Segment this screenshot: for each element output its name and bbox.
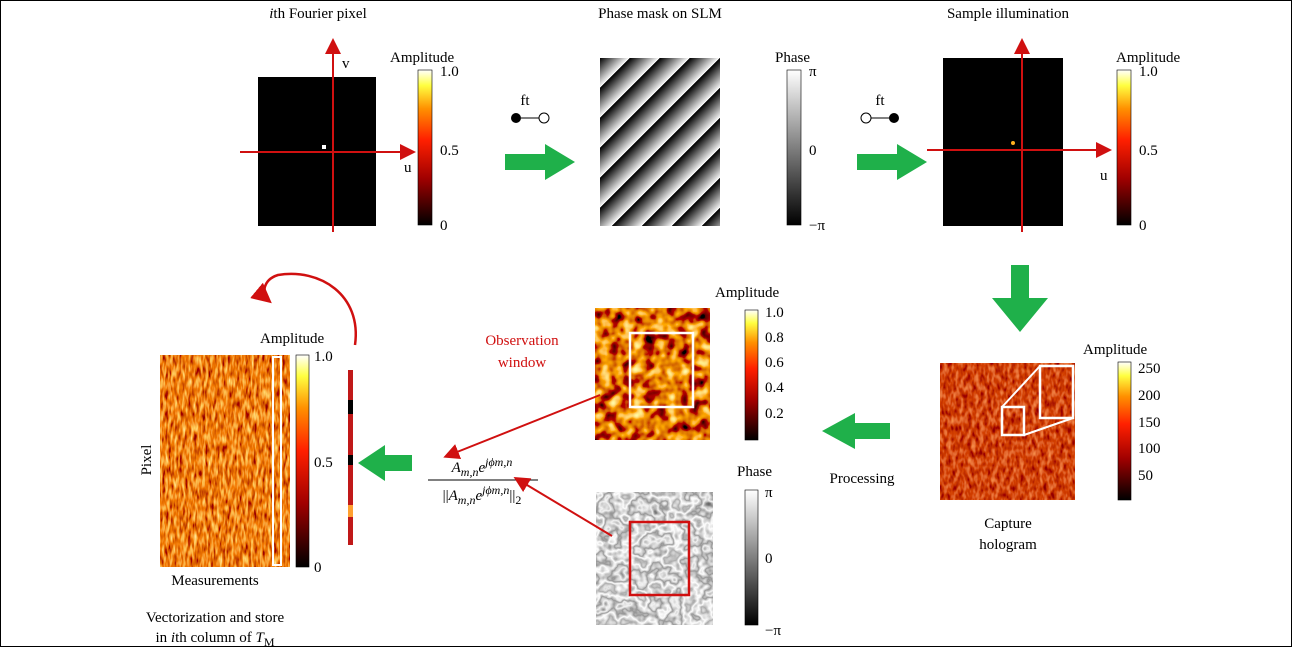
colorbar-tick: 0.2 (765, 406, 784, 422)
colorbar-tick: 0.6 (765, 355, 784, 371)
panel-title: Sample illumination (947, 6, 1070, 22)
window-label: Observation (485, 333, 559, 349)
colorbar-tick: 0.4 (765, 380, 784, 396)
colorbar-tick: π (809, 64, 817, 80)
axis-label: v (342, 56, 350, 72)
axis-label: Pixel (139, 445, 155, 476)
text-part: in (155, 630, 170, 646)
caption: Vectorization and store (146, 610, 285, 626)
text-part: th column of (175, 630, 255, 646)
ft-arrow: ft (505, 93, 575, 180)
image (596, 492, 713, 625)
colorbar-label: Amplitude (260, 331, 325, 347)
pixel (322, 145, 326, 149)
colorbar-tick: 0.8 (765, 330, 784, 346)
colorbar (1117, 70, 1131, 225)
colorbar-tick: 200 (1138, 388, 1161, 404)
colorbar-tick: 1.0 (765, 305, 784, 321)
left-arrow (822, 413, 890, 449)
panel-title: ith Fourier pixel (269, 6, 367, 22)
down-arrow (992, 265, 1048, 332)
hologram-panel: Amplitude 250 200 150 100 50 Capture hol… (940, 342, 1161, 553)
colorbar-label: Phase (775, 50, 810, 66)
arrow-label: ft (520, 93, 530, 109)
title-part: th Fourier pixel (273, 6, 366, 22)
colorbar (296, 355, 309, 567)
colorbar (745, 490, 758, 625)
colorbar (418, 70, 432, 225)
pointer (447, 395, 600, 456)
colorbar-tick: 1.0 (314, 349, 333, 365)
text-part: m,n (461, 465, 479, 479)
colorbar-tick: π (765, 485, 773, 501)
denominator: ||Am,nejϕm,n||2 (443, 483, 522, 507)
window-label: window (498, 355, 547, 371)
ft-arrow: ft (857, 93, 927, 180)
phase-panel: Phase π 0 −π (596, 464, 781, 639)
colorbar (745, 310, 758, 440)
fourier-panel: ith Fourier pixel v u Amplitude 1.0 0.5 … (240, 6, 459, 234)
colorbar-label: Amplitude (715, 285, 780, 301)
text-part: jϕm,n (483, 455, 512, 469)
colorbar-tick: 0 (809, 143, 817, 159)
colorbar-tick: 0 (1139, 218, 1147, 234)
image (160, 355, 290, 567)
colorbar-tick: 0.5 (1139, 143, 1158, 159)
colorbar-tick: −π (765, 623, 781, 639)
colorbar-tick: 150 (1138, 415, 1161, 431)
measurements-panel: Amplitude 1.0 0.5 0 Pixel Measurements V… (139, 274, 356, 647)
colorbar-tick: 0.5 (314, 455, 333, 471)
axis-label: Measurements (171, 573, 259, 589)
text-part: m,n (458, 493, 476, 507)
colorbar-tick: 100 (1138, 441, 1161, 457)
colorbar-tick: 0 (314, 560, 322, 576)
colorbar-tick: −π (809, 218, 825, 234)
arrow-label: Processing (830, 471, 895, 487)
panel-title: Phase mask on SLM (598, 6, 722, 22)
colorbar-tick: 50 (1138, 468, 1153, 484)
colorbar-label: Amplitude (1083, 342, 1148, 358)
caption: in ith column of TM (155, 630, 274, 647)
axis-label: u (1100, 168, 1108, 184)
amplitude-panel: Amplitude 1.0 0.8 0.6 0.4 0.2 Observatio… (485, 285, 784, 440)
image (600, 58, 720, 226)
colorbar-tick: 250 (1138, 361, 1161, 377)
arrow-label: ft (875, 93, 885, 109)
text-part: 2 (515, 493, 521, 507)
colorbar-tick: 0 (765, 551, 773, 567)
image (943, 58, 1063, 226)
colorbar (1118, 362, 1131, 500)
numerator: Am,nejϕm,n (451, 455, 513, 479)
text-part: M (264, 635, 275, 647)
colorbar-tick: 1.0 (1139, 64, 1158, 80)
image (940, 363, 1075, 500)
left-arrow (358, 445, 412, 481)
colorbar-tick: 0 (440, 218, 448, 234)
slm-panel: Phase mask on SLM Phase π 0 −π (598, 6, 825, 234)
axis-label: v (1032, 64, 1040, 80)
text-part: jϕm,n (480, 483, 509, 497)
axis-label: u (404, 160, 412, 176)
caption: hologram (979, 537, 1037, 553)
colorbar-label: Phase (737, 464, 772, 480)
colorbar-tick: 0.5 (440, 143, 459, 159)
figure: ith Fourier pixel v u Amplitude 1.0 0.5 … (0, 0, 1292, 647)
caption: Capture (984, 516, 1032, 532)
colorbar-tick: 1.0 (440, 64, 459, 80)
illumination-panel: Sample illumination v u Amplitude 1.0 0.… (927, 6, 1181, 234)
colorbar (787, 70, 801, 225)
